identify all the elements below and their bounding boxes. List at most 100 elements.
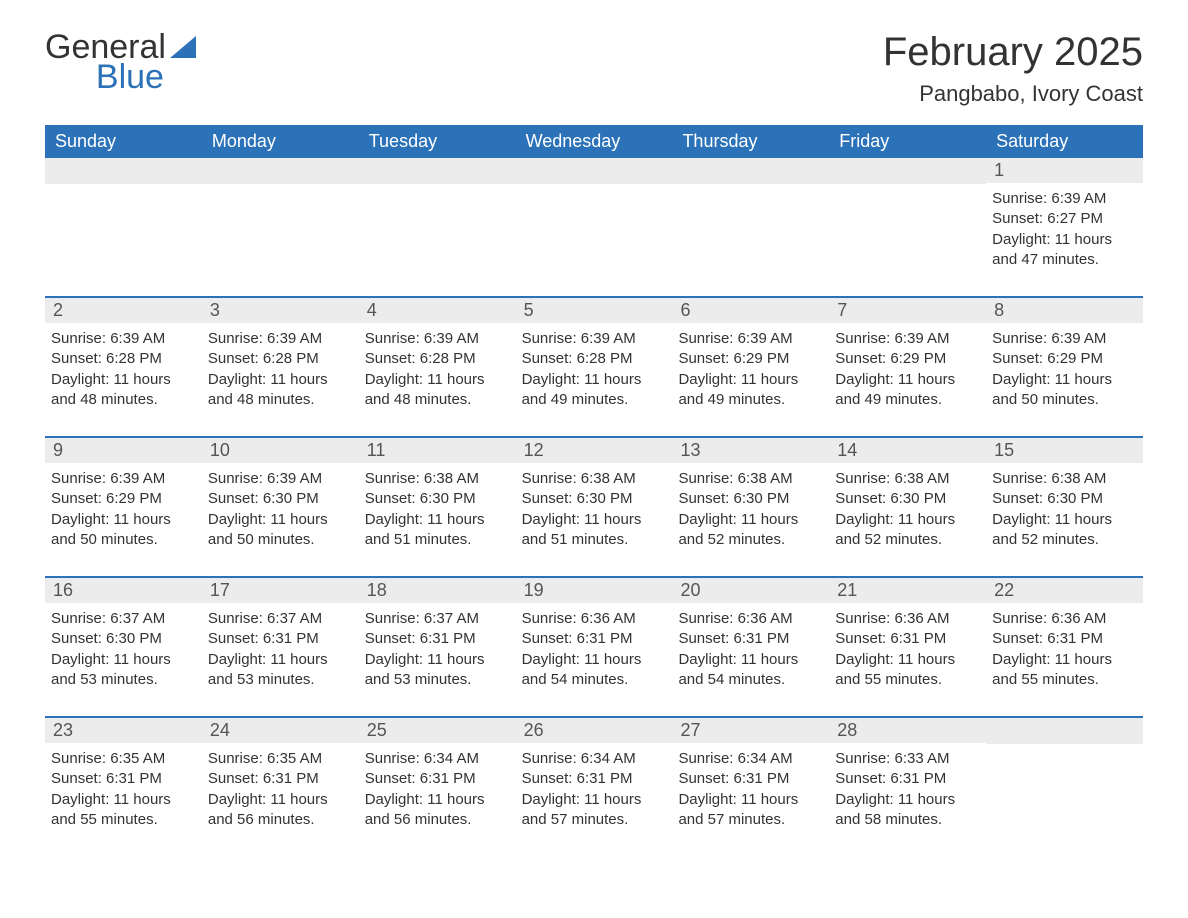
sunrise-text: Sunrise: 6:36 AM [835,609,978,629]
day-header: Monday [202,125,359,158]
sunrise-text: Sunrise: 6:36 AM [992,609,1135,629]
sunrise-text: Sunrise: 6:34 AM [365,749,508,769]
day-cell: 15 Sunrise: 6:38 AMSunset: 6:30 PMDayligh… [986,438,1143,558]
day-number: 21 [829,578,986,603]
sunrise-text: Sunrise: 6:37 AM [51,609,194,629]
daylight-text: Daylight: 11 hours and 50 minutes. [208,510,351,551]
day-number: 7 [829,298,986,323]
day-body: Sunrise: 6:39 AMSunset: 6:29 PMDaylight:… [45,463,202,554]
daylight-text: Daylight: 11 hours and 52 minutes. [992,510,1135,551]
daylight-text: Daylight: 11 hours and 56 minutes. [365,790,508,831]
day-number [359,158,516,184]
sunset-text: Sunset: 6:30 PM [992,489,1135,509]
day-body: Sunrise: 6:37 AMSunset: 6:30 PMDaylight:… [45,603,202,694]
day-number: 2 [45,298,202,323]
sunrise-text: Sunrise: 6:35 AM [208,749,351,769]
day-cell: 24Sunrise: 6:35 AMSunset: 6:31 PMDayligh… [202,718,359,838]
calendar: SundayMondayTuesdayWednesdayThursdayFrid… [45,125,1143,838]
sunset-text: Sunset: 6:30 PM [208,489,351,509]
sunset-text: Sunset: 6:30 PM [835,489,978,509]
day-cell [359,158,516,278]
sunrise-text: Sunrise: 6:39 AM [522,329,665,349]
week-row: 23Sunrise: 6:35 AMSunset: 6:31 PMDayligh… [45,716,1143,838]
day-body: Sunrise: 6:36 AMSunset: 6:31 PMDaylight:… [986,603,1143,694]
sunset-text: Sunset: 6:31 PM [992,629,1135,649]
day-header: Sunday [45,125,202,158]
day-cell [202,158,359,278]
day-cell: 9Sunrise: 6:39 AMSunset: 6:29 PMDaylight… [45,438,202,558]
day-body: Sunrise: 6:34 AMSunset: 6:31 PMDaylight:… [516,743,673,834]
day-cell: 17Sunrise: 6:37 AMSunset: 6:31 PMDayligh… [202,578,359,698]
day-number: 15 [986,438,1143,463]
day-number [829,158,986,184]
day-body: Sunrise: 6:38 AMSunset: 6:30 PMDaylight:… [359,463,516,554]
day-body: Sunrise: 6:35 AMSunset: 6:31 PMDaylight:… [45,743,202,834]
title-block: February 2025 Pangbabo, Ivory Coast [883,30,1143,107]
day-body: Sunrise: 6:34 AMSunset: 6:31 PMDaylight:… [359,743,516,834]
day-cell: 7Sunrise: 6:39 AMSunset: 6:29 PMDaylight… [829,298,986,418]
sunrise-text: Sunrise: 6:38 AM [522,469,665,489]
daylight-text: Daylight: 11 hours and 55 minutes. [992,650,1135,691]
sunrise-text: Sunrise: 6:38 AM [992,469,1135,489]
sunrise-text: Sunrise: 6:39 AM [992,189,1135,209]
day-cell: 23Sunrise: 6:35 AMSunset: 6:31 PMDayligh… [45,718,202,838]
day-number: 19 [516,578,673,603]
sunset-text: Sunset: 6:30 PM [365,489,508,509]
day-body: Sunrise: 6:36 AMSunset: 6:31 PMDaylight:… [829,603,986,694]
daylight-text: Daylight: 11 hours and 52 minutes. [678,510,821,551]
sunset-text: Sunset: 6:28 PM [51,349,194,369]
day-number [672,158,829,184]
sunset-text: Sunset: 6:30 PM [678,489,821,509]
day-body: Sunrise: 6:39 AMSunset: 6:29 PMDaylight:… [829,323,986,414]
day-number: 14 [829,438,986,463]
day-cell: 12Sunrise: 6:38 AMSunset: 6:30 PMDayligh… [516,438,673,558]
day-number: 12 [516,438,673,463]
month-title: February 2025 [883,30,1143,75]
day-header: Saturday [986,125,1143,158]
sunset-text: Sunset: 6:30 PM [51,629,194,649]
brand-sail-icon [170,36,200,67]
sunset-text: Sunset: 6:30 PM [522,489,665,509]
day-number: 8 [986,298,1143,323]
day-cell: 27Sunrise: 6:34 AMSunset: 6:31 PMDayligh… [672,718,829,838]
daylight-text: Daylight: 11 hours and 53 minutes. [208,650,351,691]
day-cell [516,158,673,278]
week-row: 9Sunrise: 6:39 AMSunset: 6:29 PMDaylight… [45,436,1143,558]
day-cell: 8Sunrise: 6:39 AMSunset: 6:29 PMDaylight… [986,298,1143,418]
sunrise-text: Sunrise: 6:34 AM [522,749,665,769]
day-header: Friday [829,125,986,158]
daylight-text: Daylight: 11 hours and 56 minutes. [208,790,351,831]
sunrise-text: Sunrise: 6:38 AM [678,469,821,489]
day-number: 27 [672,718,829,743]
weeks-container: 1Sunrise: 6:39 AMSunset: 6:27 PMDaylight… [45,158,1143,838]
daylight-text: Daylight: 11 hours and 57 minutes. [678,790,821,831]
day-cell [829,158,986,278]
location-label: Pangbabo, Ivory Coast [883,81,1143,107]
day-number [516,158,673,184]
sunrise-text: Sunrise: 6:39 AM [51,329,194,349]
day-body: Sunrise: 6:33 AMSunset: 6:31 PMDaylight:… [829,743,986,834]
day-cell: 10Sunrise: 6:39 AMSunset: 6:30 PMDayligh… [202,438,359,558]
day-number: 28 [829,718,986,743]
day-number: 10 [202,438,359,463]
sunset-text: Sunset: 6:27 PM [992,209,1135,229]
daylight-text: Daylight: 11 hours and 50 minutes. [51,510,194,551]
week-row: 1Sunrise: 6:39 AMSunset: 6:27 PMDaylight… [45,158,1143,278]
day-cell: 19Sunrise: 6:36 AMSunset: 6:31 PMDayligh… [516,578,673,698]
day-body: Sunrise: 6:39 AMSunset: 6:29 PMDaylight:… [986,323,1143,414]
day-cell: 13Sunrise: 6:38 AMSunset: 6:30 PMDayligh… [672,438,829,558]
sunrise-text: Sunrise: 6:37 AM [365,609,508,629]
day-body: Sunrise: 6:39 AMSunset: 6:29 PMDaylight:… [672,323,829,414]
sunset-text: Sunset: 6:31 PM [522,769,665,789]
day-body: Sunrise: 6:39 AMSunset: 6:28 PMDaylight:… [359,323,516,414]
day-body: Sunrise: 6:39 AMSunset: 6:28 PMDaylight:… [516,323,673,414]
sunrise-text: Sunrise: 6:39 AM [678,329,821,349]
day-cell: 11Sunrise: 6:38 AMSunset: 6:30 PMDayligh… [359,438,516,558]
day-body: Sunrise: 6:39 AMSunset: 6:30 PMDaylight:… [202,463,359,554]
sunset-text: Sunset: 6:31 PM [365,629,508,649]
day-number: 3 [202,298,359,323]
week-row: 16Sunrise: 6:37 AMSunset: 6:30 PMDayligh… [45,576,1143,698]
day-cell: 28Sunrise: 6:33 AMSunset: 6:31 PMDayligh… [829,718,986,838]
sunset-text: Sunset: 6:31 PM [522,629,665,649]
day-cell [45,158,202,278]
